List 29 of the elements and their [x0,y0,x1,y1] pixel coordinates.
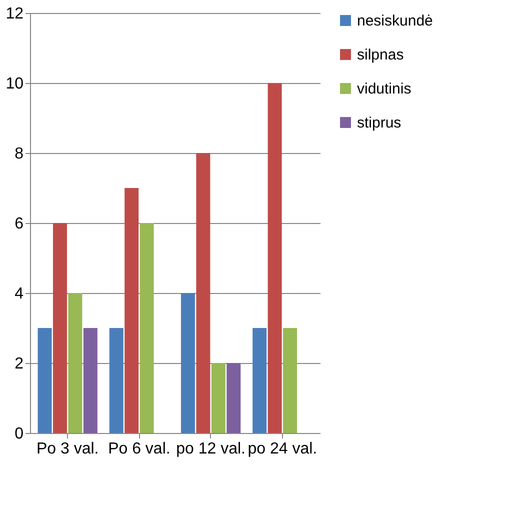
bar [211,363,226,433]
y-tick-label: 2 [14,356,24,372]
legend-label: silpnas [357,46,404,64]
bar [283,328,298,433]
bar [109,328,124,433]
legend-label: nesiskundė [357,12,433,30]
bar [38,328,52,433]
x-tick-label: po 24 val. [248,440,318,458]
x-tick-label: Po 3 val. [36,440,99,458]
legend-label: stiprus [357,114,402,132]
bar [268,83,282,433]
bar [140,223,154,433]
bar [252,328,267,433]
y-tick-label: 6 [14,216,24,232]
bar [124,188,139,433]
y-tick-label: 0 [14,426,24,442]
y-tick-label: 12 [6,6,24,22]
legend-label: vidutinis [357,80,412,98]
bar [52,223,67,433]
bar [226,363,241,433]
y-tick-label: 4 [14,286,24,302]
y-tick-label: 8 [14,146,24,162]
bar [180,293,195,433]
y-tick-label: 10 [6,76,24,92]
bar [83,328,98,433]
x-tick-label: Po 6 val. [108,440,170,458]
bar [196,153,210,433]
x-tick-label: po 12 val. [176,440,246,458]
bar [68,293,82,433]
